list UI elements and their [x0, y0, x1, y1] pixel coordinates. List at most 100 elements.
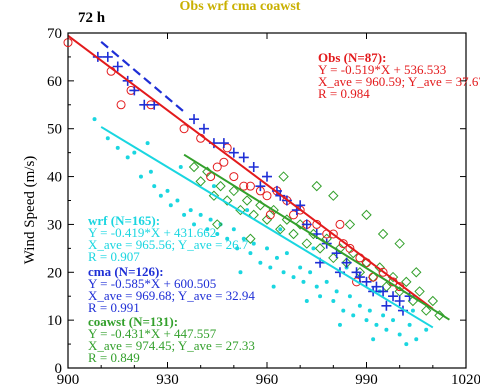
data-point [152, 184, 157, 189]
data-point [318, 294, 323, 299]
y-tick-label: 30 [47, 217, 62, 233]
data-point [189, 114, 200, 125]
annotation-line: Y = -0.431*X + 447.557 [88, 326, 217, 341]
data-point [195, 176, 206, 187]
data-point [341, 257, 352, 268]
data-point [304, 299, 309, 303]
annotation-line: Y = -0.519*X + 536.533 [318, 62, 446, 77]
annotation-coawst: coawst (N=131):Y = -0.431*X + 447.557X_a… [88, 314, 255, 365]
data-point [228, 147, 239, 158]
data-point [364, 318, 369, 323]
annotation-line: Y = -0.419*X + 431.662 [88, 225, 216, 240]
data-point [311, 180, 322, 192]
data-point [241, 236, 246, 241]
data-point [145, 141, 150, 146]
data-point [208, 217, 213, 222]
data-point [168, 203, 173, 208]
fit-line-coawst [183, 153, 450, 321]
data-point [125, 155, 130, 160]
data-point [212, 162, 222, 172]
data-point [278, 171, 289, 182]
data-point [301, 238, 313, 249]
data-point [215, 180, 226, 192]
data-point [394, 296, 405, 306]
data-point [314, 284, 319, 289]
data-point [434, 310, 445, 321]
annotation-line: X_ave = 965.56; Y_ave = 26.7 [88, 237, 249, 252]
data-point [211, 184, 216, 189]
data-point [188, 208, 193, 213]
data-point [361, 276, 372, 287]
data-point [175, 198, 180, 203]
data-point [407, 322, 412, 327]
data-point [411, 267, 422, 278]
annotation-line: R = 0.984 [318, 86, 370, 101]
data-point [231, 227, 236, 232]
y-tick-label: 60 [47, 74, 62, 90]
data-point [158, 193, 163, 198]
data-point [378, 267, 388, 277]
data-point [139, 99, 150, 110]
y-tick-label: 20 [47, 265, 62, 281]
data-point [341, 308, 346, 313]
data-point [387, 271, 399, 283]
data-point [212, 219, 223, 230]
annotation-line: R = 0.907 [88, 249, 140, 264]
data-point [241, 195, 253, 206]
data-point [281, 214, 293, 225]
data-point [239, 181, 249, 191]
data-point [424, 327, 429, 332]
y-axis: 0 10 20 30 40 50 60 70 [47, 26, 466, 377]
data-point [288, 228, 299, 240]
annotation-cma: cma (N=126):Y = -0.585*X + 600.505X_ave … [88, 264, 255, 315]
data-point [115, 145, 120, 150]
annotation-line: Y = -0.585*X + 600.505 [88, 276, 216, 291]
data-point [138, 174, 143, 179]
data-point [388, 291, 399, 302]
data-point [334, 289, 339, 294]
data-point [116, 100, 126, 110]
data-point [331, 299, 336, 303]
data-point [262, 191, 272, 201]
x-tick-label: 990 [355, 372, 378, 386]
fit-line-cma [100, 40, 185, 113]
data-point [324, 279, 329, 284]
data-point [228, 185, 240, 197]
data-point [298, 265, 303, 270]
data-point [427, 295, 439, 307]
x-tick-label: 960 [256, 372, 279, 386]
data-point [311, 246, 316, 251]
y-tick-label: 70 [47, 26, 62, 42]
data-point [335, 219, 345, 229]
data-point [218, 222, 223, 227]
data-point [262, 171, 272, 182]
annotation-head: wrf (N=165): [88, 213, 160, 228]
data-point [414, 337, 419, 342]
x-axis: 900 930 960 990 1020 [57, 33, 480, 386]
top-band-text: Obs wrf cma coawst [180, 0, 301, 14]
annotation-line: R = 0.991 [88, 300, 140, 315]
data-point [338, 239, 348, 249]
chart-title: 72 h [78, 10, 106, 26]
data-point [344, 219, 356, 230]
data-point [245, 181, 255, 191]
data-point [258, 260, 263, 265]
data-point [274, 255, 279, 260]
data-point [377, 228, 389, 240]
data-point [394, 238, 405, 249]
data-point [248, 162, 259, 172]
data-point [205, 227, 210, 232]
data-point [268, 265, 273, 270]
data-point [361, 209, 372, 221]
data-point [281, 270, 286, 275]
data-point [265, 210, 275, 220]
data-point [255, 181, 266, 192]
data-point [245, 233, 256, 244]
data-point [129, 85, 140, 96]
data-point [381, 313, 386, 318]
data-point [179, 124, 189, 134]
fit-line-wrf [100, 126, 434, 329]
data-point [235, 246, 240, 251]
data-point [337, 322, 342, 327]
